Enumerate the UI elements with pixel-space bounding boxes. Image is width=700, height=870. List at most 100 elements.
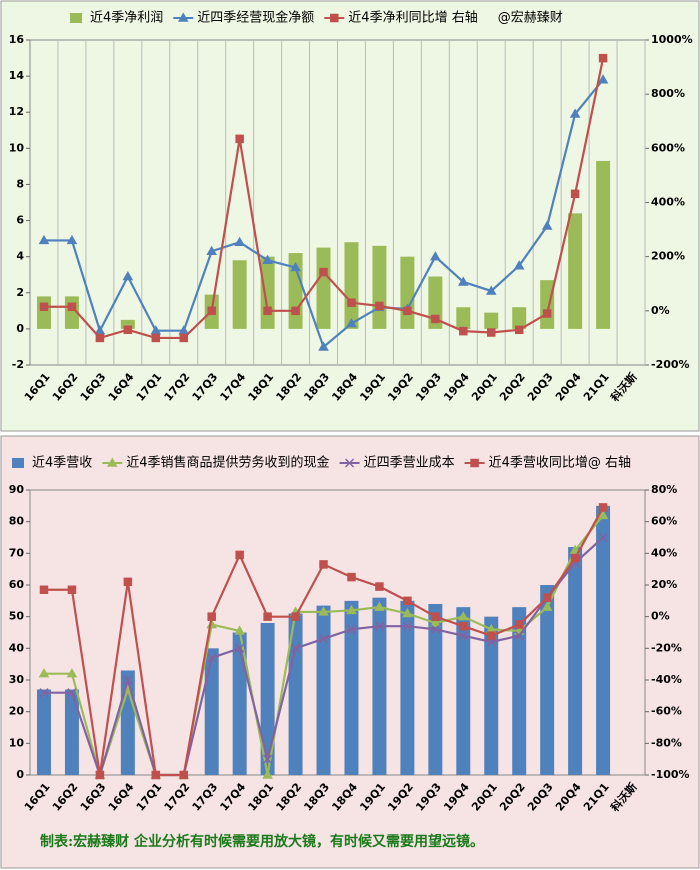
- marker: [122, 271, 134, 281]
- bar: [540, 280, 555, 329]
- marker: [67, 688, 77, 698]
- marker: [598, 53, 608, 63]
- marker: [374, 621, 384, 631]
- legend-label: 近4季净利同比增 右轴: [348, 11, 477, 26]
- marker: [345, 458, 355, 468]
- y-tick-label: 0: [16, 322, 24, 335]
- marker: [485, 285, 497, 295]
- y-tick-label: 80: [9, 515, 25, 528]
- marker: [179, 333, 188, 343]
- y-tick-label: 0: [16, 768, 24, 781]
- marker: [207, 653, 217, 663]
- bar: [540, 585, 555, 775]
- y-tick-label: 12: [9, 105, 24, 118]
- marker: [106, 457, 118, 467]
- marker: [235, 134, 244, 144]
- marker: [458, 611, 469, 621]
- y2-tick-label: 600%: [651, 141, 685, 154]
- marker: [206, 245, 217, 255]
- marker: [403, 596, 412, 606]
- bar: [512, 607, 527, 775]
- marker: [430, 617, 441, 627]
- marker: [431, 612, 440, 621]
- marker: [291, 612, 300, 621]
- marker: [346, 604, 357, 615]
- marker: [470, 458, 479, 468]
- marker: [177, 12, 189, 22]
- y-tick-label: 30: [9, 673, 25, 686]
- marker: [541, 220, 553, 230]
- y2-tick-label: -200%: [651, 358, 690, 371]
- marker: [263, 754, 273, 764]
- bar: [400, 256, 415, 329]
- marker: [374, 601, 385, 611]
- marker: [39, 585, 49, 594]
- marker: [375, 301, 384, 311]
- marker: [430, 251, 441, 261]
- marker: [151, 770, 161, 780]
- marker: [542, 309, 552, 318]
- marker: [123, 577, 133, 587]
- y2-tick-label: -60%: [651, 705, 682, 718]
- panel: [0, 0, 700, 432]
- marker: [570, 553, 580, 563]
- y2-tick-label: 60%: [651, 515, 677, 528]
- marker: [514, 325, 524, 335]
- y-tick-label: -2: [12, 358, 24, 371]
- y2-tick-label: 0%: [651, 304, 670, 317]
- bar: [316, 247, 331, 329]
- bar: [64, 689, 79, 775]
- marker: [458, 276, 469, 286]
- marker: [151, 333, 161, 343]
- marker: [487, 631, 496, 640]
- marker: [38, 668, 50, 678]
- marker: [234, 625, 245, 635]
- y-tick-label: 70: [9, 546, 25, 559]
- bar: [484, 616, 499, 775]
- marker: [347, 572, 356, 582]
- y-tick-label: 10: [9, 141, 25, 154]
- y2-tick-label: -80%: [651, 736, 682, 749]
- bar: [288, 613, 303, 775]
- marker: [39, 302, 49, 312]
- legend-swatch: [12, 458, 24, 468]
- marker: [541, 601, 553, 611]
- marker: [319, 560, 328, 569]
- y-tick-label: 6: [16, 214, 24, 227]
- y2-tick-label: 80%: [651, 483, 677, 496]
- annotation: @宏赫臻财: [498, 11, 563, 26]
- legend-label: 近4季净利润: [90, 11, 163, 26]
- bar: [260, 256, 275, 329]
- legend-label: 近四季营业成本: [364, 456, 455, 471]
- marker: [263, 306, 272, 316]
- bar: [372, 245, 387, 329]
- y-tick-label: 90: [9, 483, 25, 496]
- marker: [39, 688, 49, 698]
- footer: 制表:宏赫臻财 企业分析有时候需要用放大镜，有时候又需要用望远镜。: [40, 833, 484, 850]
- bar: [120, 670, 135, 775]
- marker: [207, 306, 216, 316]
- bar: [344, 242, 359, 329]
- marker: [459, 621, 468, 631]
- marker: [262, 254, 273, 265]
- y2-tick-label: -20%: [651, 641, 682, 654]
- bar: [484, 312, 499, 329]
- marker: [66, 668, 78, 678]
- y2-tick-label: 400%: [651, 196, 685, 209]
- marker: [569, 108, 581, 118]
- marker: [318, 634, 329, 644]
- marker: [570, 189, 580, 199]
- marker: [123, 325, 133, 335]
- y-tick-label: 50: [9, 610, 25, 623]
- y2-tick-label: -100%: [651, 768, 690, 781]
- marker: [319, 267, 328, 277]
- marker: [347, 298, 356, 307]
- bar: [316, 605, 331, 775]
- bar: [344, 600, 359, 775]
- marker: [67, 302, 77, 312]
- legend-label: 近4季销售商品提供劳务收到的现金: [126, 455, 329, 471]
- marker: [262, 769, 273, 779]
- y-tick-label: 14: [9, 69, 25, 82]
- y2-tick-label: 1000%: [651, 33, 693, 46]
- bar: [36, 296, 51, 329]
